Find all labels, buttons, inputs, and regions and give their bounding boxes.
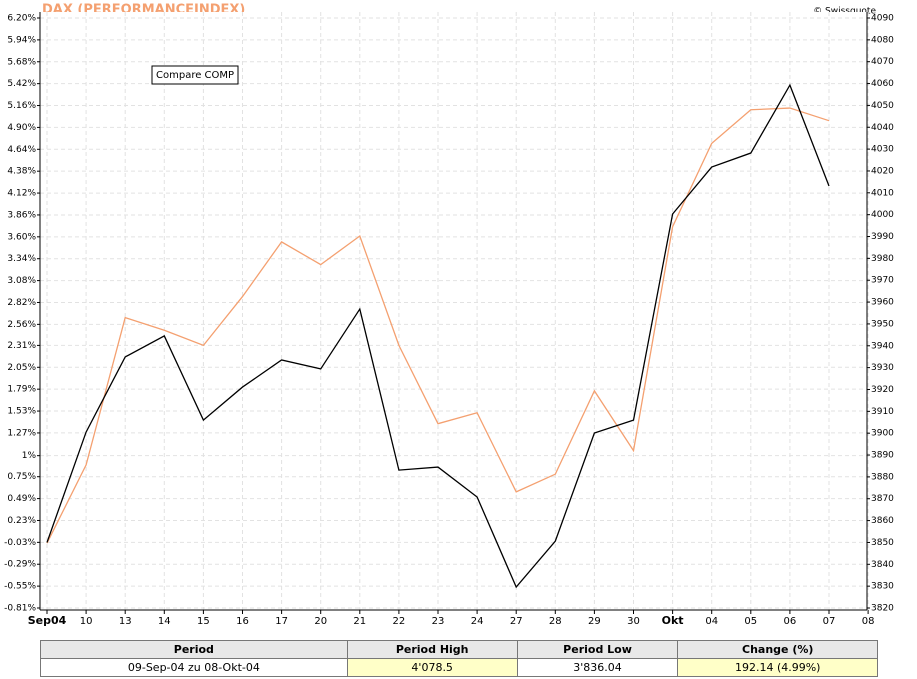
y2-tick-label: 3890 <box>871 451 894 461</box>
x-tick-label: 06 <box>784 616 797 627</box>
y2-tick-label: 4040 <box>871 123 894 133</box>
header-cell: Period High <box>346 640 518 659</box>
y-tick-label: -0.03% <box>4 538 36 548</box>
y-tick-label: 3.34% <box>7 254 36 264</box>
y-tick-label: 6.20% <box>7 14 36 24</box>
y-tick-label: 4.90% <box>7 123 36 133</box>
x-tick-label: 14 <box>158 616 171 627</box>
y-tick-label: 4.64% <box>7 145 36 155</box>
x-tick-label: Sep04 <box>28 614 67 627</box>
y2-tick-label: 3830 <box>871 582 894 592</box>
x-tick-label: 24 <box>471 616 484 627</box>
y2-tick-label: 3940 <box>871 341 894 351</box>
y-tick-label: -0.29% <box>4 560 36 570</box>
x-tick-label: 29 <box>588 616 601 627</box>
y2-tick-label: 3870 <box>871 494 894 504</box>
series-line <box>46 83 830 589</box>
table-cell: 4'078.5 <box>346 658 518 677</box>
y-tick-label: -0.55% <box>4 582 36 592</box>
y2-tick-label: 3960 <box>871 298 894 308</box>
x-tick-label: 27 <box>510 616 523 627</box>
y2-tick-label: 4000 <box>871 210 894 220</box>
y2-tick-label: 3920 <box>871 385 894 395</box>
y-tick-label: 2.82% <box>7 298 36 308</box>
x-tick-label: 20 <box>314 616 327 627</box>
table-cell: 3'836.04 <box>516 658 679 677</box>
y2-tick-label: 4080 <box>871 35 894 45</box>
source: © Swissquote <box>813 7 876 17</box>
y-tick-label: 4.12% <box>7 189 36 199</box>
plot-area <box>40 12 867 610</box>
y2-tick-label: 3910 <box>871 407 894 417</box>
x-tick-label: 17 <box>275 616 288 627</box>
y2-tick-label: 3820 <box>871 604 894 614</box>
y-tick-label: 3.08% <box>7 276 36 286</box>
y-tick-label: 5.94% <box>7 35 36 45</box>
legend-box <box>151 65 239 85</box>
y2-tick-label: 3860 <box>871 516 894 526</box>
x-tick-label: 07 <box>823 616 836 627</box>
y2-tick-label: 4060 <box>871 79 894 89</box>
y2-tick-label: 3990 <box>871 232 894 242</box>
y2-tick-label: 4050 <box>871 101 894 111</box>
y2-tick-label: 3850 <box>871 538 894 548</box>
y2-tick-label: 4030 <box>871 145 894 155</box>
y-tick-label: 0.75% <box>7 472 36 482</box>
x-tick-label: 16 <box>236 616 249 627</box>
y-tick-label: -0.81% <box>4 604 36 614</box>
chart: DAX (PERFORMANCEINDEX) © Swissquote Sep0… <box>4 3 894 628</box>
y-tick-label: 5.16% <box>7 101 36 111</box>
y2-tick-label: 3880 <box>871 472 894 482</box>
table-cell: 09-Sep-04 zu 08-Okt-04 <box>40 658 348 677</box>
header-cell: Period Low <box>516 640 679 659</box>
header-cell: Period <box>40 640 348 659</box>
table-row: 09-Sep-04 zu 08-Okt-04 4'078.5 3'836.04 192… <box>40 658 878 677</box>
y-tick-label: 1.27% <box>7 428 36 438</box>
y-tick-label: 3.86% <box>7 210 36 220</box>
x-tick-label: Okt <box>662 614 684 627</box>
y2-tick-label: 3950 <box>871 319 894 329</box>
y2-tick-label: 4010 <box>871 188 894 198</box>
x-tick-label: 08 <box>862 616 875 627</box>
y-tick-label: 1.53% <box>7 407 36 417</box>
x-tick-label: 10 <box>80 616 93 627</box>
x-tick-label: 28 <box>549 616 562 627</box>
x-tick-label: 04 <box>705 616 718 627</box>
summary-table: Period Period High Period Low Change (%) 09-… <box>40 640 878 677</box>
x-tick-label: 15 <box>197 616 210 627</box>
legend-label: Compare COMP <box>156 70 234 81</box>
y2-tick-label: 3900 <box>871 429 894 439</box>
y-tick-label: 0.49% <box>7 494 36 504</box>
y2-tick-label: 4090 <box>871 14 894 24</box>
x-tick-label: 23 <box>432 616 445 627</box>
y-tick-label: 2.31% <box>7 341 36 351</box>
table-cell: 192.14 (4.99%) <box>677 658 878 677</box>
y-tick-label: 0.23% <box>7 516 36 526</box>
y2-tick-label: 3980 <box>871 254 894 264</box>
y-tick-label: 5.42% <box>7 79 36 89</box>
header-row: Period Period High Period Low Change (%) <box>40 640 878 659</box>
y-tick-label: 1% <box>22 451 37 461</box>
x-tick-label: 22 <box>393 616 406 627</box>
y-tick-label: 3.60% <box>7 232 36 242</box>
y2-tick-label: 3970 <box>871 276 894 286</box>
y2-tick-label: 4020 <box>871 166 894 176</box>
y2-tick-label: 3930 <box>871 363 894 373</box>
x-tick-label: 13 <box>119 616 132 627</box>
y-tick-label: 2.05% <box>7 363 36 373</box>
y-tick-label: 5.68% <box>7 57 36 67</box>
y-tick-label: 1.79% <box>7 385 36 395</box>
x-tick-label: 05 <box>744 616 757 627</box>
table-body: Period Period High Period Low Change (%) 09-… <box>40 640 878 677</box>
y-tick-label: 4.38% <box>7 167 36 177</box>
y2-tick-label: 4070 <box>871 57 894 67</box>
header-cell: Change (%) <box>677 640 878 659</box>
y-tick-label: 2.56% <box>7 320 36 330</box>
x-tick-label: 30 <box>627 616 640 627</box>
series-line <box>46 107 830 544</box>
x-tick-label: 21 <box>353 616 366 627</box>
y2-tick-label: 3840 <box>871 560 894 570</box>
